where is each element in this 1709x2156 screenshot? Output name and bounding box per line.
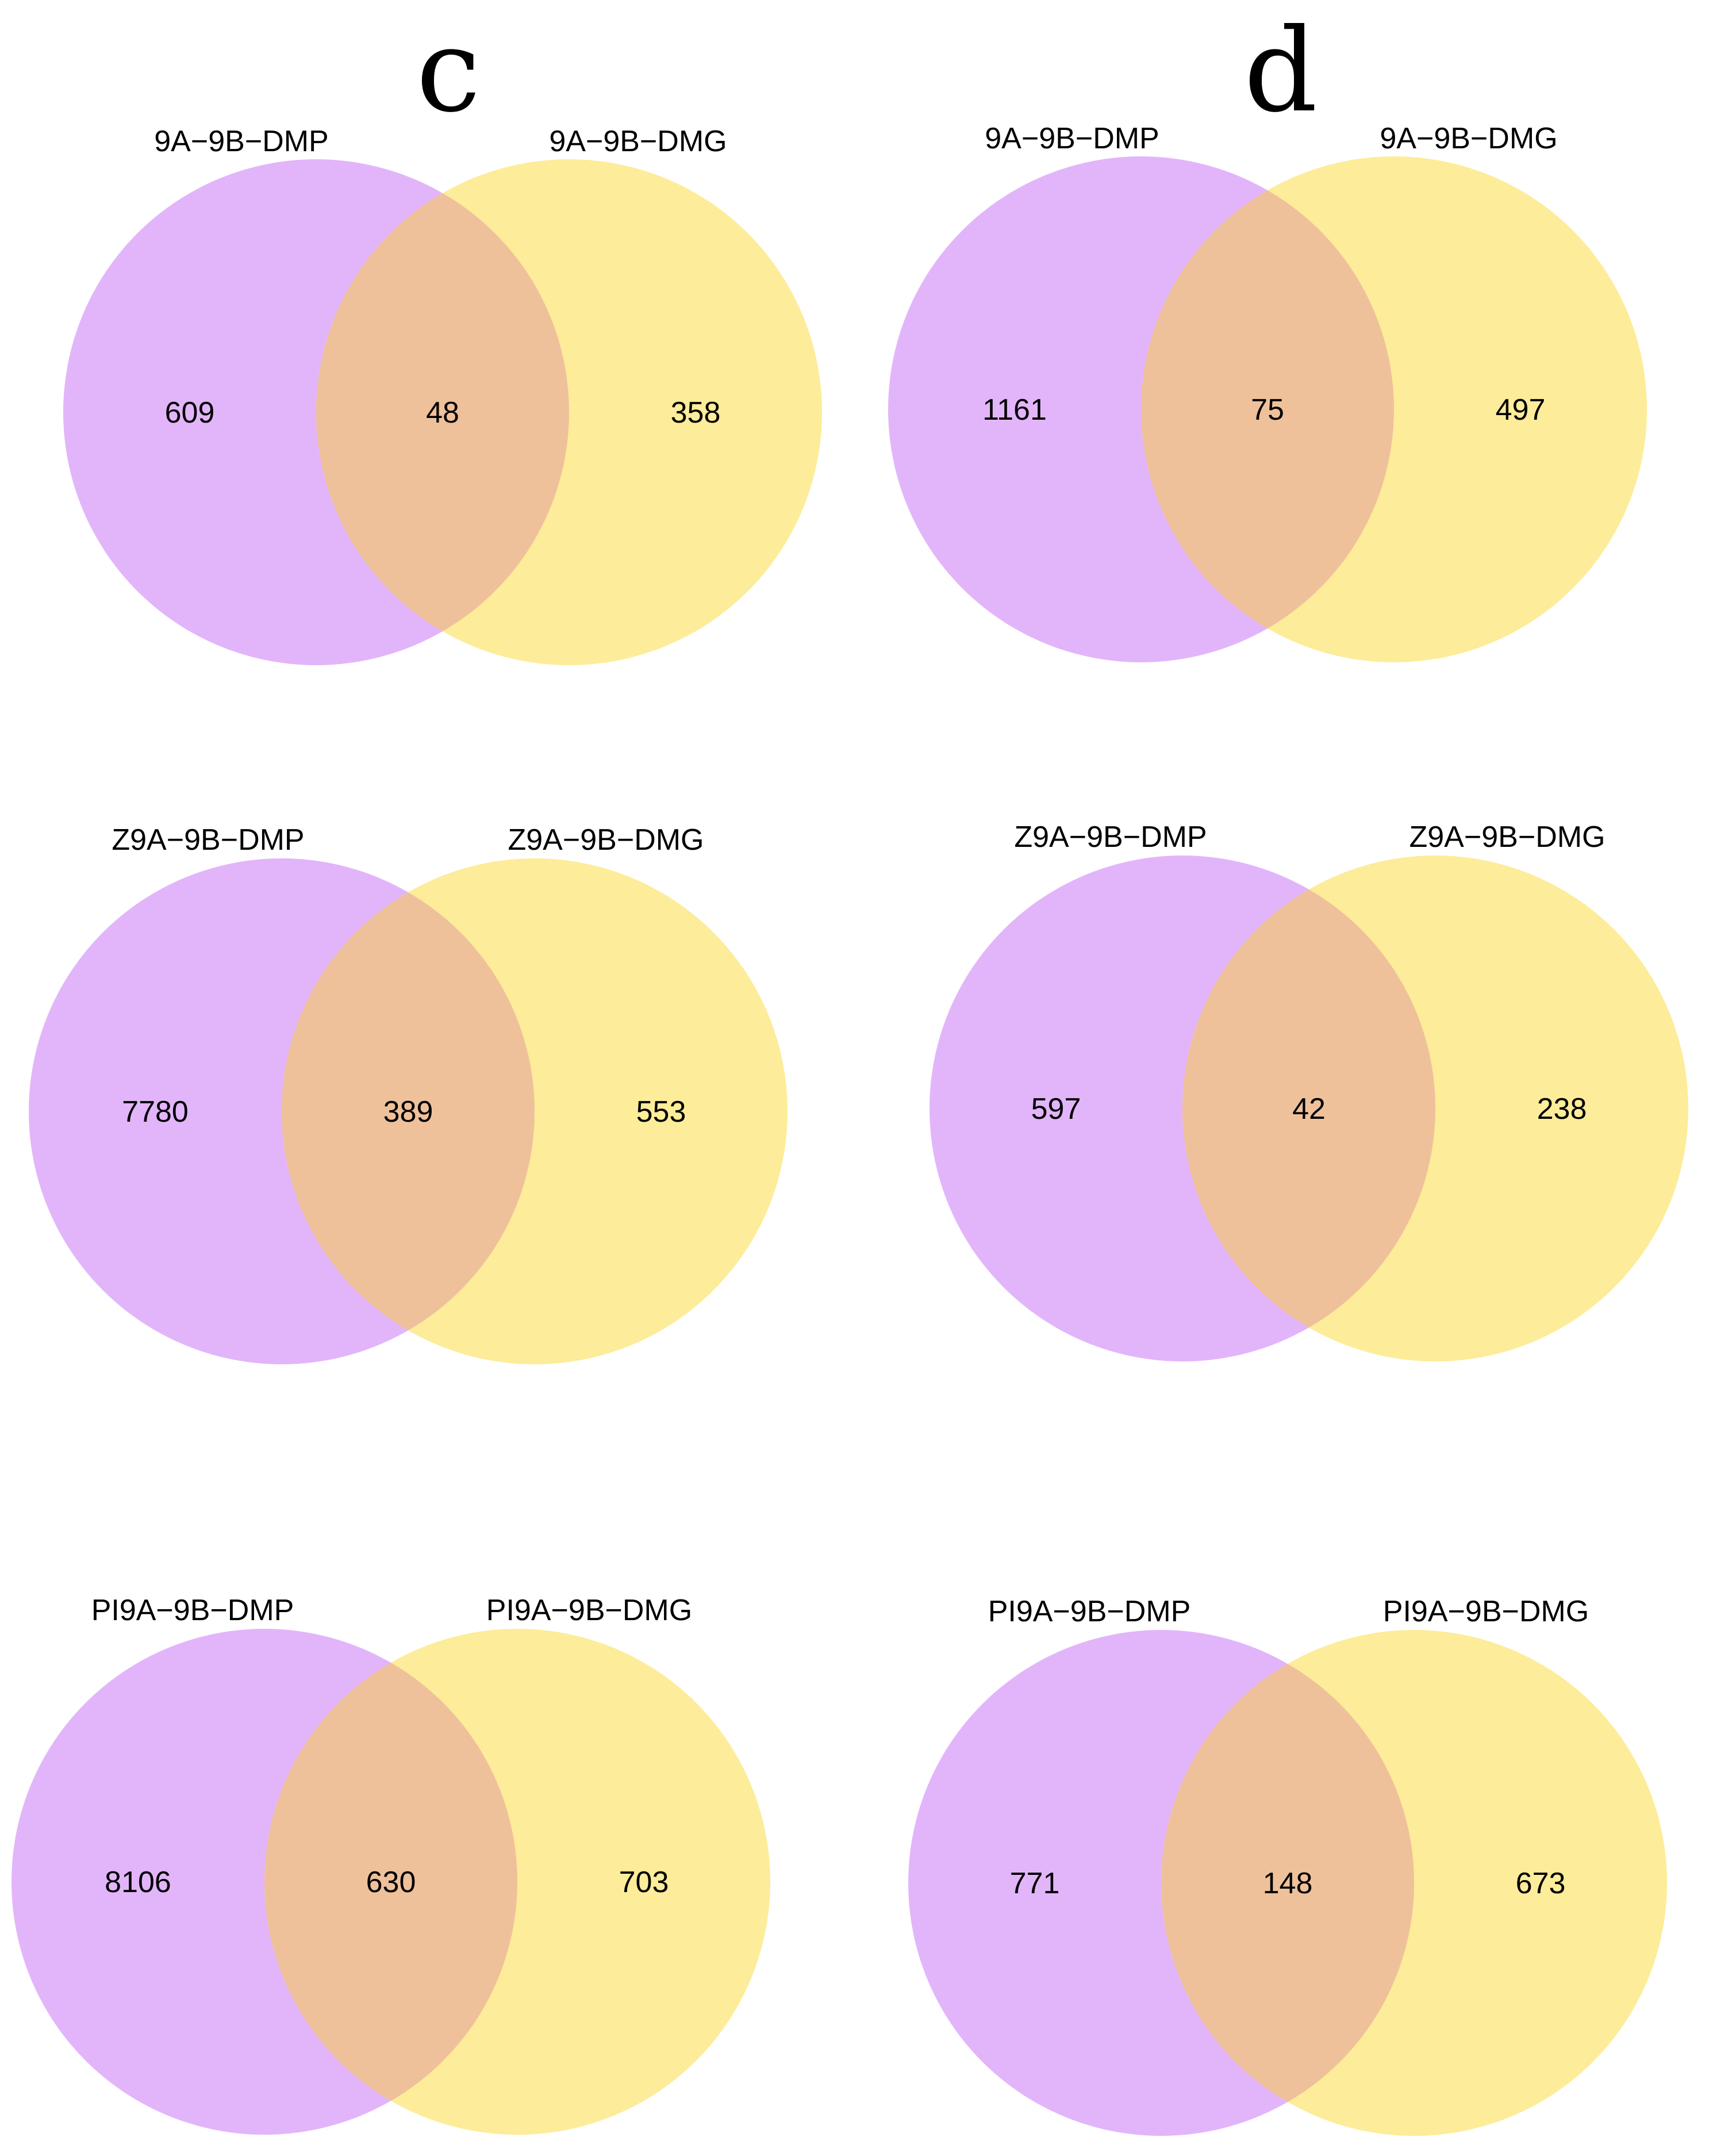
left-only-count: 8106 [105,1866,171,1899]
right-set-label: PI9A−9B−DMG [486,1594,692,1627]
left-only-count: 1161 [982,393,1047,427]
right-only-count: 497 [1496,393,1546,427]
right-only-count: 703 [619,1866,669,1899]
intersection-count: 148 [1263,1867,1313,1900]
overlap-region [316,159,569,665]
left-set-label: Z9A−9B−DMP [1014,820,1207,854]
left-set-label: PI9A−9B−DMP [988,1595,1191,1628]
venn-diagram: 9A−9B−DMP 9A−9B−DMG 609 48 358 [63,125,822,665]
panel-letter-c: c [416,4,481,138]
left-set-label: PI9A−9B−DMP [91,1594,294,1627]
left-only-count: 609 [165,396,215,429]
left-only-count: 771 [1010,1867,1060,1900]
right-only-count: 238 [1537,1092,1587,1126]
venn-diagram: Z9A−9B−DMP Z9A−9B−DMG 597 42 238 [930,820,1688,1361]
intersection-count: 42 [1292,1092,1326,1126]
intersection-count: 48 [426,396,459,429]
overlap-region [282,858,535,1364]
left-set-label: 9A−9B−DMP [985,122,1159,155]
overlap-region [1182,856,1435,1361]
venn-diagram: 9A−9B−DMP 9A−9B−DMG 1161 75 497 [888,122,1647,662]
venn-diagram: PI9A−9B−DMP PI9A−9B−DMG 8106 630 703 [11,1594,770,2135]
intersection-count: 75 [1251,393,1284,427]
overlap-region [1141,156,1394,662]
right-only-count: 673 [1516,1867,1566,1900]
panel-letter-d: d [1244,4,1318,138]
left-only-count: 7780 [122,1095,189,1129]
right-only-count: 553 [636,1095,686,1129]
left-set-label: 9A−9B−DMP [154,125,329,158]
overlap-region [1161,1630,1414,2136]
intersection-count: 389 [383,1095,433,1129]
venn-diagram: Z9A−9B−DMP Z9A−9B−DMG 7780 389 553 [29,823,788,1364]
venn-diagram: PI9A−9B−DMP PI9A−9B−DMG 771 148 673 [908,1595,1667,2136]
right-only-count: 358 [671,396,721,429]
right-set-label: 9A−9B−DMG [549,125,727,158]
right-set-label: Z9A−9B−DMG [508,823,704,857]
overlap-region [264,1629,517,2135]
left-set-label: Z9A−9B−DMP [112,823,304,857]
left-only-count: 597 [1031,1092,1081,1126]
right-set-label: Z9A−9B−DMG [1409,820,1605,854]
right-set-label: PI9A−9B−DMG [1383,1595,1589,1628]
right-set-label: 9A−9B−DMG [1380,122,1557,155]
intersection-count: 630 [366,1866,416,1899]
